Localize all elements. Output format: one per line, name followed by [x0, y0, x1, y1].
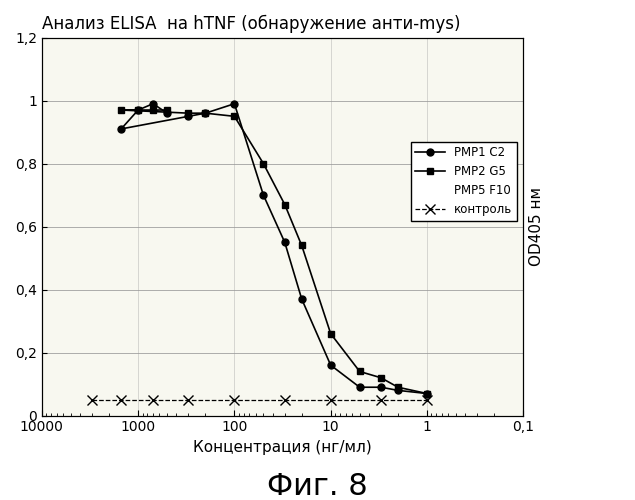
PMP2 G5	[298, 242, 305, 248]
PMP2 G5	[281, 202, 288, 207]
контроль	[149, 397, 157, 403]
Line: PMP1 C2: PMP1 C2	[117, 100, 431, 397]
Legend: PMP1 C2, PMP2 G5, PMP5 F10, контроль: PMP1 C2, PMP2 G5, PMP5 F10, контроль	[411, 142, 518, 221]
PMP2 G5	[163, 107, 171, 113]
контроль	[88, 397, 96, 403]
Line: контроль: контроль	[88, 395, 432, 404]
контроль	[185, 397, 192, 403]
PMP1 C2	[260, 192, 267, 198]
контроль	[281, 397, 288, 403]
PMP2 G5	[423, 390, 431, 396]
PMP2 G5	[356, 368, 363, 374]
PMP2 G5	[327, 330, 335, 336]
Text: Фиг. 8: Фиг. 8	[267, 472, 368, 500]
PMP1 C2	[327, 362, 335, 368]
PMP2 G5	[394, 384, 402, 390]
PMP2 G5	[377, 375, 385, 381]
Y-axis label: OD405 нм: OD405 нм	[529, 187, 544, 266]
PMP2 G5	[202, 110, 210, 116]
PMP1 C2	[185, 114, 192, 119]
PMP1 C2	[377, 384, 385, 390]
Line: PMP2 G5: PMP2 G5	[117, 106, 431, 397]
PMP2 G5	[117, 107, 125, 113]
PMP2 G5	[135, 107, 142, 113]
PMP1 C2	[281, 240, 288, 246]
контроль	[377, 397, 385, 403]
PMP1 C2	[394, 388, 402, 394]
PMP1 C2	[423, 390, 431, 396]
PMP1 C2	[298, 296, 305, 302]
PMP1 C2	[356, 384, 363, 390]
X-axis label: Концентрация (нг/мл): Концентрация (нг/мл)	[193, 440, 372, 455]
PMP1 C2	[231, 100, 238, 106]
PMP2 G5	[231, 114, 238, 119]
Text: Анализ ELISA  на hTNF (обнаружение анти-mys): Анализ ELISA на hTNF (обнаружение анти-m…	[42, 15, 460, 33]
PMP1 C2	[202, 110, 210, 116]
PMP2 G5	[260, 160, 267, 166]
контроль	[117, 397, 125, 403]
PMP1 C2	[135, 107, 142, 113]
PMP2 G5	[149, 107, 157, 113]
PMP2 G5	[185, 110, 192, 116]
PMP1 C2	[149, 100, 157, 106]
контроль	[423, 397, 431, 403]
PMP1 C2	[163, 110, 171, 116]
PMP1 C2	[117, 126, 125, 132]
контроль	[327, 397, 335, 403]
контроль	[231, 397, 238, 403]
